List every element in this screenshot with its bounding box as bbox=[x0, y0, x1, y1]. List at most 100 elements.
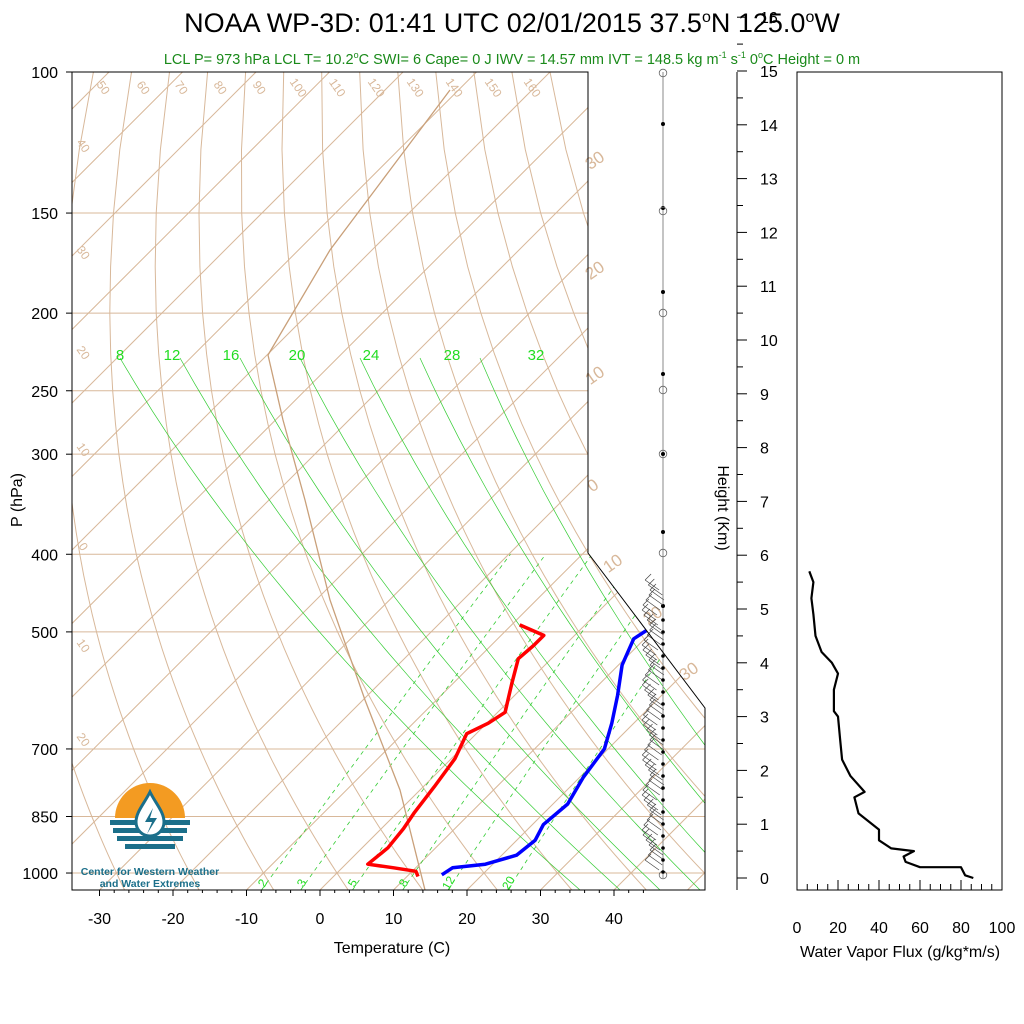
wind-barb bbox=[641, 829, 657, 841]
temperature-axis-label: Temperature (C) bbox=[334, 940, 450, 957]
wind-barb bbox=[644, 674, 660, 686]
parcel-path-line bbox=[267, 89, 451, 356]
height-tick-label: 7 bbox=[760, 494, 769, 511]
isotherm-label: 40 bbox=[74, 136, 93, 155]
wind-barb bbox=[648, 594, 664, 606]
wind-dot bbox=[661, 810, 665, 814]
temperature-tick-label: -20 bbox=[161, 911, 184, 928]
isotherm-line bbox=[72, 72, 624, 890]
wind-barb bbox=[644, 749, 659, 761]
dry-adiabat-line bbox=[892, 72, 1024, 890]
flux-tick-label: 20 bbox=[829, 920, 847, 937]
skew-t-frame bbox=[71, 71, 706, 891]
height-tick-label: 4 bbox=[760, 656, 769, 673]
wind-barb bbox=[644, 853, 652, 861]
isotherm-line bbox=[72, 72, 404, 890]
wind-barb-column bbox=[641, 68, 668, 880]
calm-wind-circle bbox=[658, 308, 668, 318]
wind-barb bbox=[649, 739, 665, 751]
dewpoint-profile-line bbox=[440, 623, 656, 877]
mixing-ratio-label: 3 bbox=[294, 876, 310, 889]
wind-dot bbox=[661, 822, 665, 826]
pressure-tick-label: 1000 bbox=[22, 866, 58, 883]
wind-barb bbox=[649, 624, 664, 636]
temperature-tick-label: -30 bbox=[88, 911, 111, 928]
height-tick-label: 12 bbox=[760, 225, 778, 242]
wind-barb bbox=[646, 709, 661, 721]
wind-barb bbox=[641, 609, 657, 621]
wind-barb bbox=[641, 823, 649, 831]
wind-dot bbox=[661, 666, 665, 670]
dry-adiabat-line bbox=[72, 72, 126, 890]
moist-adiabat-line bbox=[419, 357, 705, 890]
calm-wind-circle bbox=[658, 68, 668, 78]
chart-title: NOAA WP-3D: 01:41 UTC 02/01/2015 37.5oN … bbox=[0, 8, 1024, 39]
height-tick-label: 6 bbox=[760, 548, 769, 565]
wind-dot bbox=[661, 834, 665, 838]
subtitle-text-1: LCL P= 973 hPa LCL T= 10.2 bbox=[163, 51, 354, 68]
wind-barb bbox=[641, 678, 649, 686]
wind-dot bbox=[661, 678, 665, 682]
wind-barb bbox=[645, 784, 660, 796]
isotherm-label: 110 bbox=[326, 76, 349, 100]
mixing-ratio-line bbox=[300, 554, 547, 890]
wind-barb bbox=[641, 713, 649, 721]
wind-barb bbox=[641, 794, 657, 806]
dry-adiabat-line bbox=[625, 72, 705, 890]
flux-tick-label: 40 bbox=[870, 920, 888, 937]
isotherm-label: 120 bbox=[365, 75, 388, 100]
mixing-ratio-line bbox=[261, 554, 511, 890]
wind-barb bbox=[648, 653, 656, 661]
calm-wind-circle bbox=[658, 206, 668, 216]
moist-adiabat-label: 32 bbox=[528, 347, 545, 364]
wind-barb bbox=[646, 729, 661, 741]
wind-barb bbox=[649, 733, 657, 741]
wind-barb bbox=[642, 783, 650, 791]
isotherm-line bbox=[72, 72, 330, 890]
pressure-tick-label: 150 bbox=[31, 206, 58, 223]
title-degree-1: o bbox=[701, 9, 711, 26]
isotherm-label: 10 bbox=[74, 440, 93, 459]
pressure-tick-label: 200 bbox=[31, 306, 58, 323]
wind-barb bbox=[643, 633, 651, 641]
wind-barb bbox=[645, 599, 661, 611]
wind-dot bbox=[661, 452, 665, 456]
isotherm-label: 10 bbox=[600, 550, 626, 576]
wind-barb bbox=[649, 704, 664, 716]
isotherm-label: 70 bbox=[172, 78, 191, 97]
wind-barb bbox=[643, 799, 659, 811]
wind-barb bbox=[648, 588, 656, 596]
moist-adiabat-line bbox=[299, 357, 701, 890]
moist-adiabat-line bbox=[179, 357, 621, 890]
wind-barb bbox=[645, 648, 653, 656]
skew-t-profiles bbox=[366, 623, 656, 878]
wind-barb bbox=[644, 573, 652, 581]
isotherm-label: 60 bbox=[134, 78, 153, 97]
isotherm-line bbox=[72, 72, 477, 890]
wind-barb bbox=[642, 673, 649, 681]
dry-adiabat-line bbox=[154, 72, 349, 890]
wind-dot bbox=[661, 870, 665, 874]
wind-barb bbox=[649, 618, 656, 626]
height-tick-label: 11 bbox=[760, 279, 777, 296]
height-tick-label: 3 bbox=[760, 710, 769, 727]
wind-barb bbox=[649, 849, 665, 861]
isotherm-line bbox=[761, 72, 1024, 890]
isotherm-line bbox=[72, 72, 698, 890]
wind-barb bbox=[645, 833, 653, 841]
wind-barb bbox=[648, 578, 655, 586]
subtitle-text-3: s bbox=[726, 51, 738, 68]
wind-barb bbox=[644, 859, 660, 871]
isotherm-label: 50 bbox=[94, 78, 113, 97]
wind-dot bbox=[661, 738, 665, 742]
isotherm-label: 20 bbox=[74, 343, 93, 362]
dry-adiabat-line bbox=[359, 72, 705, 890]
pressure-tick-label: 850 bbox=[31, 809, 58, 826]
wind-barb bbox=[649, 768, 657, 776]
isotherm-label: 30 bbox=[582, 147, 608, 173]
pressure-tick-label: 100 bbox=[31, 65, 58, 82]
wind-barb bbox=[643, 608, 651, 616]
wind-barb bbox=[645, 778, 653, 786]
